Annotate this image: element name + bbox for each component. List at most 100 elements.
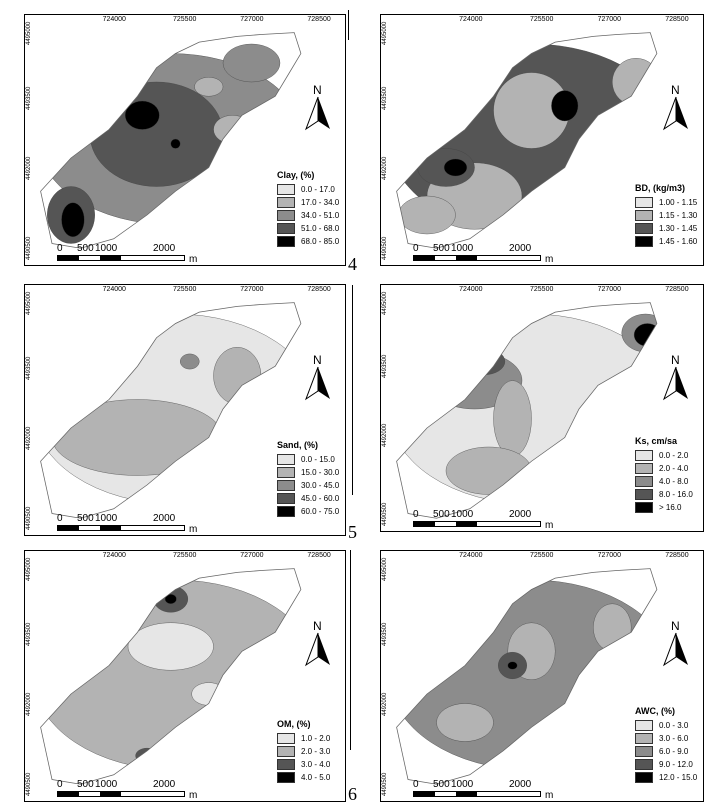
legend-label: 1.00 - 1.15 [659,198,698,207]
scale-label: 2000 [153,513,176,524]
scale-unit: m [189,254,198,265]
svg-text:N: N [671,619,680,633]
scale-label: 0 [413,779,419,790]
scale-label: 500 [433,243,450,254]
legend-label: 4.0 - 8.0 [659,477,689,486]
clay-zone [194,77,224,97]
legend-swatch [635,772,653,783]
legend-swatch [277,184,295,195]
legend-item: 1.15 - 1.30 [635,209,697,222]
svg-text:N: N [313,619,322,633]
scale-bar-graphic [57,255,185,261]
scale-unit: m [189,790,198,801]
legend-swatch [277,197,295,208]
panel-number-6: 6 [348,784,357,804]
x-tick-label: 727000 [597,286,621,293]
ks-zone [633,323,657,347]
legend-swatch [635,450,653,461]
legend-title: AWC, (%) [635,706,675,716]
legend-label: 2.0 - 4.0 [659,464,689,473]
legend-title: BD, (kg/m3) [635,183,686,193]
x-tick-label: 728500 [665,286,689,293]
scale-label: 0 [413,243,419,254]
clay-zone [222,43,281,83]
x-tick-label: 728500 [307,16,331,23]
scale-bar-graphic [413,791,541,797]
om-legend: OM, (%) 1.0 - 2.0 2.0 - 3.0 3.0 - 4.0 4.0 - … [277,719,330,784]
legend-item: 3.0 - 6.0 [635,732,697,745]
scale-unit: m [545,790,554,801]
legend-item: 51.0 - 68.0 [277,222,339,235]
x-tick-label: 727000 [240,16,264,23]
legend-item: 1.00 - 1.15 [635,196,697,209]
ks-zone [462,348,506,375]
scale-label: 2000 [509,509,532,520]
legend-item: 6.0 - 9.0 [635,745,697,758]
legend-swatch [635,489,653,500]
legend-swatch [635,476,653,487]
bd-zone [398,195,456,235]
ks-zone [445,446,532,495]
om-map [40,568,302,785]
field-boundary [396,32,658,249]
ks-zone [493,380,532,457]
ks-map [396,302,658,519]
field-boundary [40,568,302,785]
north-arrow-icon: N [303,353,333,401]
x-tick-label: 728500 [665,552,689,559]
legend-swatch [635,502,653,513]
scale-unit: m [545,254,554,265]
clay-zone [61,202,85,238]
x-tick-label: 727000 [240,286,264,293]
y-tick-label: 4490500 [382,502,388,527]
legend-item: 9.0 - 12.0 [635,758,697,771]
sand-zone [213,347,262,405]
y-tick-label: 4492000 [26,156,32,180]
legend-item: 0.0 - 2.0 [635,449,693,462]
legend-swatch [277,506,295,517]
separator-line [352,285,353,495]
legend-item: 4.0 - 8.0 [635,475,693,488]
y-tick-label: 4493500 [26,86,32,110]
legend-label: 1.0 - 2.0 [301,734,331,743]
svg-text:N: N [671,353,680,367]
scale-label: 500 [433,509,450,520]
legend-swatch [635,746,653,757]
x-tick-label: 727000 [597,552,621,559]
clay-legend: Clay, (%) 0.0 - 17.0 17.0 - 34.0 34.0 - 51.… [277,170,339,248]
svg-text:N: N [671,83,680,97]
north-arrow-icon: N [661,353,691,401]
legend-item: 1.0 - 2.0 [277,732,330,745]
y-tick-label: 4493500 [382,622,388,646]
scale-label: 500 [77,779,94,790]
legend-label: 1.30 - 1.45 [659,224,698,233]
y-tick-label: 4490500 [26,236,32,260]
legend-label: 8.0 - 16.0 [659,490,693,499]
legend-swatch [635,733,653,744]
legend-item: 30.0 - 45.0 [277,479,339,492]
legend-swatch [635,720,653,731]
separator-line [350,550,351,750]
clay-map [40,32,302,249]
scale-bar: 0 500 1000 2000 m [57,513,197,535]
om-zone [135,747,159,764]
awc-zone [593,603,632,652]
field-boundary [40,302,302,519]
x-tick-label: 725500 [173,286,197,293]
legend-swatch [635,759,653,770]
y-tick-label: 4490500 [26,772,32,796]
scale-label: 1000 [95,243,118,254]
legend-item: 3.0 - 4.0 [277,758,330,771]
scale-unit: m [545,520,554,531]
legend-label: 60.0 - 75.0 [301,507,340,516]
bd-map-panel: 724000 725500 727000 728500 4495000 4493500 44… [380,14,704,266]
y-tick-label: 4495000 [382,557,388,581]
clay-map-panel: 724000 725500 727000 728500 4495000 4493500 44… [24,14,346,266]
scale-bar-graphic [413,521,541,527]
scale-bar-graphic [413,255,541,261]
awc-map-panel: 724000 725500 727000 728500 4495000 4493500 44… [380,550,704,802]
om-zone [191,682,227,706]
scale-bar: 0 500 1000 2000 m [57,243,197,265]
y-tick-label: 4490500 [382,772,388,796]
x-tick-label: 724000 [102,552,126,559]
